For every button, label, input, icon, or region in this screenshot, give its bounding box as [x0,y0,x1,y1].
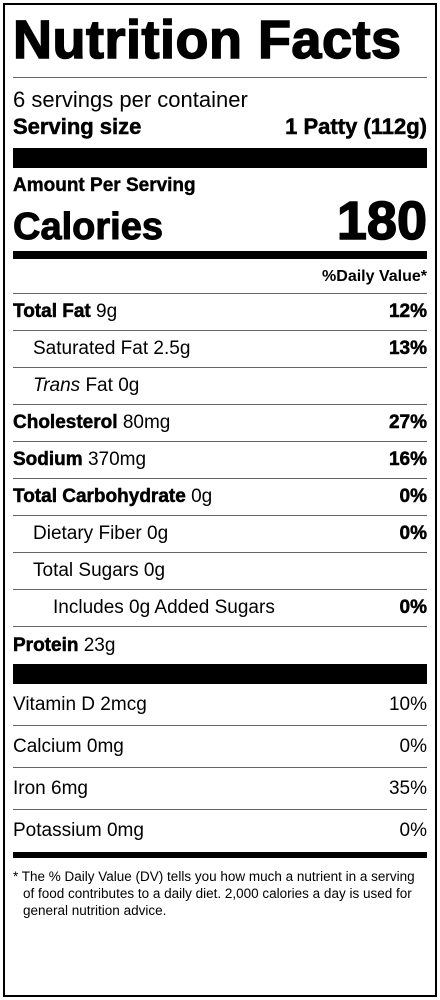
nutrient-row: Cholesterol 80mg 27% [13,405,427,442]
nutrient-name: Total Sugars [33,560,139,581]
vitamin-amount: 0mg [86,735,124,757]
nutrient-name: Fat [85,375,113,396]
nutrient-dv: 0% [399,523,427,545]
vitamin-name: Potassium [13,820,102,841]
daily-value-header: %Daily Value* [13,259,427,294]
nutrient: Includes 0g Added Sugars [13,597,275,619]
vitamin-row: Calcium 0mg 0% [13,726,427,768]
nutrient-row: Protein 23g [13,627,427,664]
divider [13,77,427,78]
nutrient-name: Total Fat [13,301,91,323]
vitamin-row: Vitamin D 2mcg 10% [13,684,427,726]
calories-label: Calories [13,206,164,248]
nutrient-row: Includes 0g Added Sugars 0% [13,590,427,627]
vitamin-amount: 2mcg [100,693,147,715]
vitamins: Vitamin D 2mcg 10% Calcium 0mg 0% Iron 6mg 35… [13,684,427,852]
nutrient-row: Dietary Fiber 0g 0% [13,516,427,553]
servings: 6 servings per container [13,87,248,112]
nutrient-amount: 0g [143,560,166,581]
footnote: * The % Daily Value (DV) tells you how m… [13,869,415,918]
serving-size-label: Serving size [13,114,142,140]
vitamin-amount: 0mg [106,820,144,841]
nutrient-dv: 0% [399,597,427,619]
nutrient-amount: 0g [191,486,213,507]
nutrient-name: Dietary Fiber [33,523,142,544]
title: Nutrition Facts [12,10,402,70]
nutrient-row: Sodium 370mg 16% [13,442,427,479]
nutrient: Protein 23g [13,634,116,657]
divider [13,852,427,858]
nutrient-dv: 0% [399,486,427,508]
nutrient-dv: 27% [388,412,428,434]
vitamin: Vitamin D 2mcg [13,694,147,716]
nutrient: Total Fat 9g [13,301,117,323]
vitamin-dv: 35% [388,777,427,799]
nutrient: Sodium 370mg [13,449,146,471]
vitamin-name: Vitamin D [13,693,96,715]
nutrient: Saturated Fat 2.5g [13,338,190,360]
nutrient-amount: 9g [96,301,118,322]
serving-size-value: 1 Patty (112g) [285,114,427,140]
vitamin-name: Calcium [13,735,82,757]
vitamin-dv: 0% [399,735,427,757]
nutrient-amount: 80mg [122,412,171,433]
nutrient: Trans Fat 0g [13,375,139,397]
amount-per-serving: Amount Per Serving [13,175,196,196]
nutrient-amount: 0g [147,523,169,544]
nutrient-row: Total Carbohydrate 0g 0% [13,479,427,516]
calories: Calories 180 [13,191,428,251]
nutrient-dv: 12% [388,301,428,323]
vitamin-amount: 6mg [51,777,88,799]
nutrient-row: Total Fat 9g 12% [13,294,427,331]
nutrient-row: Total Sugars 0g [13,553,427,590]
nutrient: Cholesterol 80mg [13,412,171,434]
nutrient-amount: 2.5g [153,338,191,359]
nutrient: Total Sugars 0g [13,560,165,582]
vitamin-row: Potassium 0mg 0% [13,810,427,852]
nutrient-dv: 13% [388,338,428,360]
vitamin-row: Iron 6mg 35% [13,768,427,810]
nutrient-amount: 0g [118,375,140,396]
nutrient-name: Saturated Fat [33,338,149,359]
vitamin: Iron 6mg [13,778,88,800]
nutrient-amount: 370mg [87,449,147,470]
nutrient-dv: 16% [388,449,428,471]
vitamin-name: Iron [13,777,46,799]
nutrients: Total Fat 9g 12% Saturated Fat 2.5g 13% Tran… [13,294,428,664]
serving-size: Serving size 1 Patty (112g) [13,114,428,140]
divider [13,251,427,259]
nutrient-name-italic: Trans [33,375,81,396]
nutrition-label: Nutrition Facts 6 servings per container… [3,3,437,997]
nutrient: Total Carbohydrate 0g [13,486,212,508]
nutrient-name: Includes 0g Added Sugars [53,597,275,618]
vitamin: Potassium 0mg [13,820,144,842]
vitamin: Calcium 0mg [13,736,124,758]
nutrient: Dietary Fiber 0g [13,523,168,545]
nutrient-row: Saturated Fat 2.5g 13% [13,331,427,368]
nutrient-name: Cholesterol [13,412,118,434]
vitamin-dv: 0% [399,820,427,841]
nutrient-row: Trans Fat 0g [13,368,427,405]
nutrient-name: Sodium [13,449,83,471]
nutrient-name: Protein [13,634,79,656]
nutrient-amount: 23g [83,634,116,656]
vitamin-dv: 10% [388,693,427,715]
nutrient-name: Total Carbohydrate [13,486,186,508]
divider [13,664,427,684]
divider [13,148,427,168]
calories-value: 180 [336,191,428,251]
